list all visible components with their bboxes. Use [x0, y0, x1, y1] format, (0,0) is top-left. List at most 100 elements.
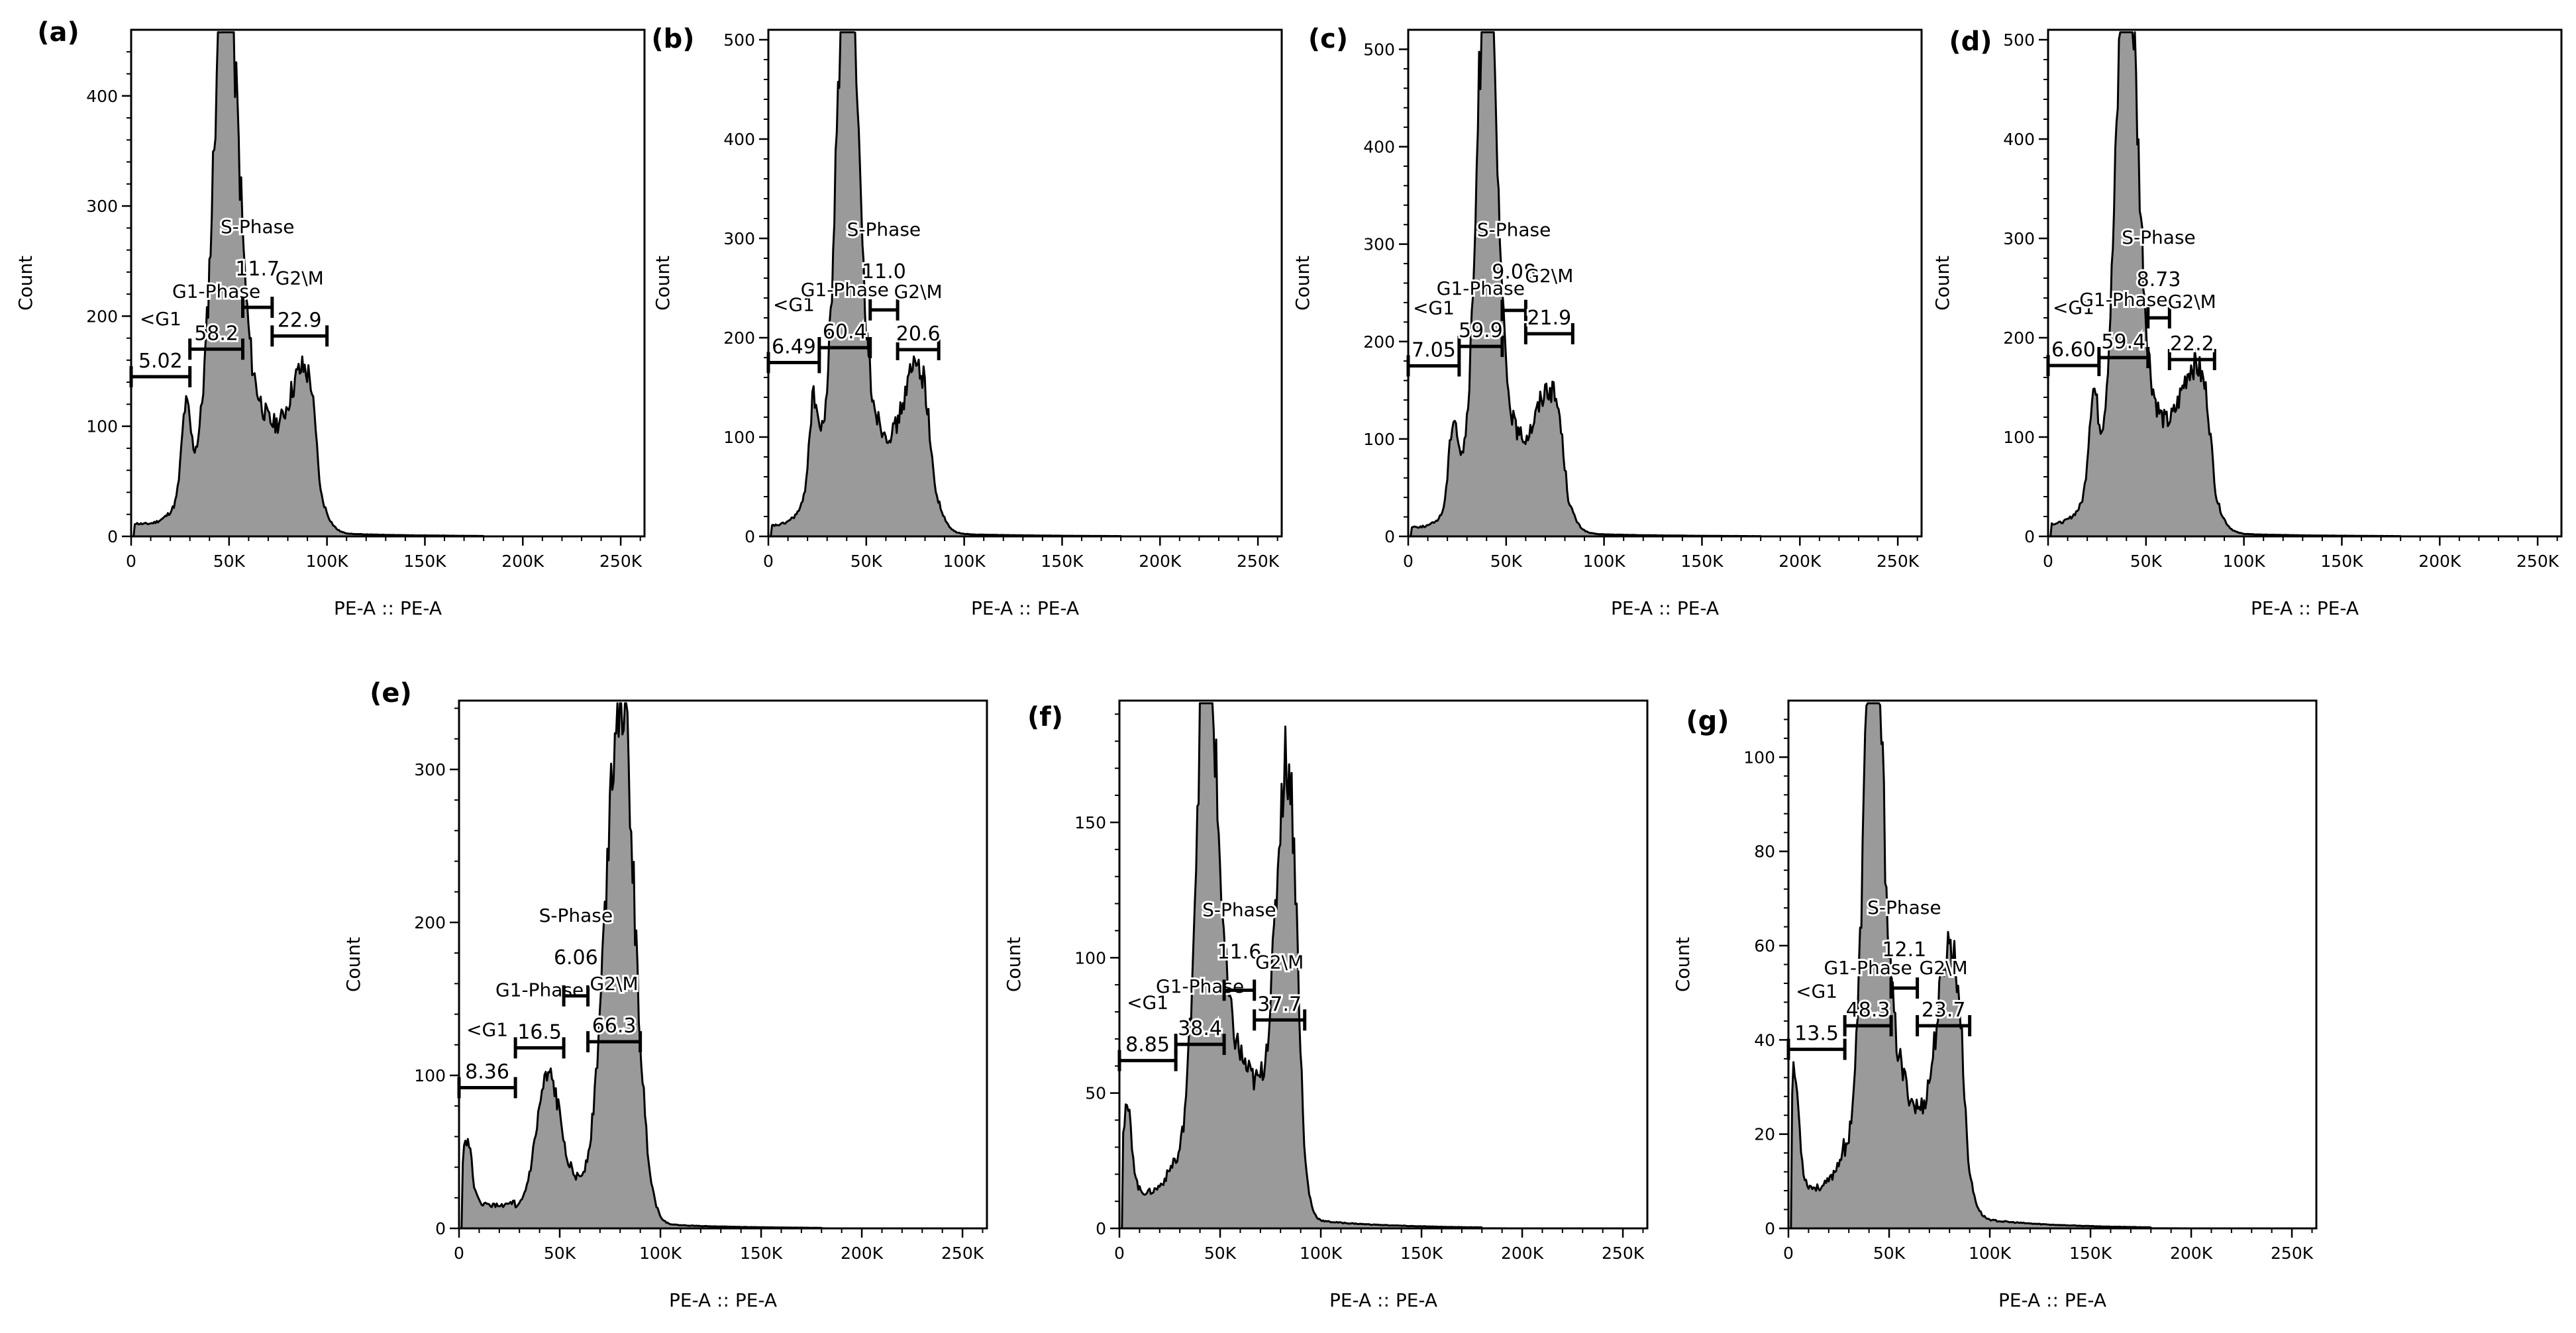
y-tick-label: 200 [86, 307, 118, 326]
x-tick-label: 0 [1783, 1244, 1794, 1263]
y-tick-label: 150 [1074, 813, 1106, 832]
gate-value: 16.5 [517, 1020, 562, 1044]
gate-3[interactable]: G2\M 20.6 [892, 279, 945, 360]
histogram-area [130, 31, 646, 538]
gate-0[interactable]: <G1 8.36 [457, 1016, 517, 1099]
gate-1[interactable]: G1-Phase 60.4 [799, 277, 891, 358]
x-tick-label: 0 [1403, 552, 1414, 571]
gate-name: <G1 [773, 294, 815, 316]
x-tick-label: 250K [1877, 552, 1920, 571]
gate-3[interactable]: G2\M 22.9 [270, 265, 329, 347]
x-tick-label: 50K [1873, 1244, 1906, 1263]
gate-name: <G1 [1413, 297, 1455, 319]
gate-2[interactable]: S-Phase 11.7 [219, 214, 296, 319]
gate-name: <G1 [1796, 981, 1837, 1003]
gate-value: 11.6 [1217, 940, 1262, 963]
gate-1[interactable]: G1-Phase 58.2 [170, 278, 262, 360]
y-tick-label: 400 [2003, 130, 2035, 149]
gate-1[interactable]: G1-Phase 59.4 [2077, 287, 2169, 368]
gate-3[interactable]: G2\M 23.7 [1916, 955, 1972, 1037]
y-tick-label: 500 [1363, 40, 1395, 59]
gate-2[interactable]: S-Phase 9.08 [1475, 217, 1553, 321]
gate-2[interactable]: S-Phase 11.6 [1200, 897, 1278, 1001]
x-tick-label: 150K [1400, 1244, 1443, 1263]
x-tick-label: 200K [2170, 1244, 2213, 1263]
x-tick-label: 250K [1237, 552, 1280, 571]
histogram-area [458, 702, 988, 1230]
y-tick-label: 0 [1765, 1219, 1775, 1238]
gate-annotations: <G1 13.5 G1-Phase 48.3 S-Phase 12.1G2\M 23.7 [1786, 895, 1972, 1060]
histogram-panel-c: 0 50K 100K 150K 200K 250K 0 100 200 300 400 500 PE-A… [1292, 24, 1923, 619]
y-tick-label: 200 [1363, 332, 1395, 352]
gate-name: S-Phase [1202, 899, 1276, 920]
gate-3[interactable]: G2\M 21.9 [1523, 263, 1575, 344]
x-tick-label: 100K [1969, 1244, 2012, 1263]
gate-2[interactable]: S-Phase 11.0 [845, 217, 923, 321]
gate-1[interactable]: G1-Phase 48.3 [1822, 955, 1914, 1037]
y-tick-label: 80 [1754, 842, 1775, 862]
y-tick-label: 100 [414, 1066, 446, 1085]
gate-2[interactable]: S-Phase 8.73 [2120, 224, 2198, 328]
gate-name: <G1 [1127, 992, 1168, 1014]
gate-value: 9.08 [1492, 261, 1536, 284]
y-tick-label: 300 [86, 197, 118, 216]
y-tick-label: 100 [1363, 430, 1395, 449]
gate-1[interactable]: G1-Phase 16.5 [493, 977, 586, 1059]
gate-value: 58.2 [194, 322, 238, 345]
y-axis-label: Count [1003, 937, 1025, 992]
x-tick-label: 0 [2043, 552, 2053, 571]
gate-value: 8.36 [465, 1060, 509, 1083]
y-axis-label: Count [652, 256, 674, 311]
gate-name: S-Phase [1867, 897, 1941, 918]
gate-3[interactable]: G2\M 22.2 [2166, 289, 2218, 370]
axis-ticks: 0 50K 100K 150K 200K 250K 0 100 200 300 400 500 [2003, 30, 2559, 571]
gate-name: G1-Phase [2079, 289, 2167, 311]
x-tick-label: 0 [763, 552, 774, 571]
gate-value: 59.9 [1459, 319, 1503, 342]
gate-name: G1-Phase [495, 979, 584, 1001]
gate-value: 5.02 [138, 350, 183, 373]
gate-1[interactable]: G1-Phase 59.9 [1435, 275, 1527, 358]
x-tick-label: 100K [2223, 552, 2266, 571]
y-tick-label: 100 [2003, 428, 2035, 447]
gate-0[interactable]: <G1 8.85 [1117, 990, 1178, 1071]
histogram-area [1118, 702, 1649, 1230]
x-tick-label: 150K [1680, 552, 1724, 571]
x-tick-label: 250K [599, 552, 643, 571]
x-axis-label: PE-A :: PE-A [1611, 597, 1719, 619]
histogram-area [1787, 702, 2318, 1230]
gate-0[interactable]: <G1 5.02 [129, 306, 192, 387]
gate-3[interactable]: G2\M 37.7 [1253, 949, 1307, 1031]
gate-0[interactable]: <G1 13.5 [1786, 979, 1847, 1060]
y-tick-label: 0 [435, 1219, 446, 1238]
gate-1[interactable]: G1-Phase 38.4 [1154, 973, 1246, 1056]
gate-name: <G1 [2053, 297, 2094, 319]
histogram-area [767, 31, 1283, 538]
gate-value: 59.4 [2101, 330, 2145, 354]
y-tick-label: 200 [2003, 328, 2035, 348]
gate-2[interactable]: S-Phase 6.06 [537, 903, 615, 1007]
y-tick-label: 100 [1074, 948, 1106, 967]
y-tick-label: 100 [1743, 748, 1775, 767]
gate-value: 11.7 [235, 258, 280, 281]
gate-value: 7.05 [1412, 339, 1456, 362]
gate-0[interactable]: <G1 6.49 [766, 292, 821, 373]
histogram-panel-d: 0 50K 100K 150K 200K 250K 0 100 200 300 400 500 PE-A… [1932, 26, 2563, 619]
gate-0[interactable]: <G1 7.05 [1406, 295, 1461, 377]
x-tick-label: 150K [2069, 1244, 2112, 1263]
x-tick-label: 150K [740, 1244, 783, 1263]
gate-name: G1-Phase [1824, 957, 1912, 979]
x-tick-label: 150K [2320, 552, 2363, 571]
x-tick-label: 0 [126, 552, 136, 571]
x-tick-label: 150K [403, 552, 446, 571]
gate-name: G2\M [276, 267, 324, 289]
y-axis-label: Count [15, 256, 36, 311]
gate-2[interactable]: S-Phase 12.1 [1865, 895, 1943, 999]
gate-value: 6.60 [2051, 338, 2096, 362]
gate-3[interactable]: G2\M 66.3 [586, 971, 643, 1053]
